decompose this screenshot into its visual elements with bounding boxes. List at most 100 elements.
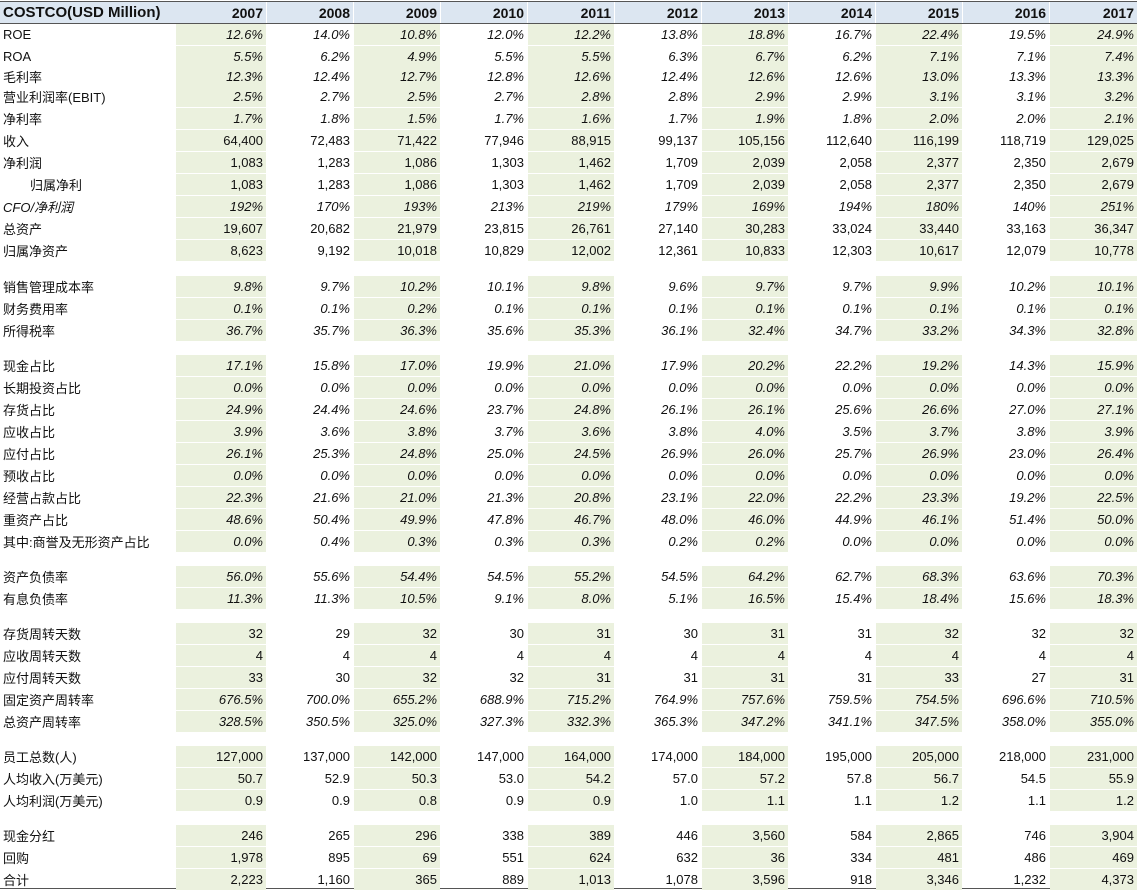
table-row: 合计 2,223 1,160 365 889 1,013 1,078 3,596 918 3,34…	[0, 869, 1137, 890]
table-cell: 1.0	[679, 793, 698, 808]
table-cell: 0.3%	[354, 531, 440, 552]
table-cell: 35.7%	[313, 323, 350, 338]
row-label: 现金分红	[3, 829, 56, 844]
table-cell: 696.6%	[1001, 692, 1046, 707]
table-cell: 46.7%	[528, 509, 614, 530]
table-row: 预收占比 0.0% 0.0% 0.0% 0.0% 0.0% 0.0% 0.0% 0.0% 0.0%…	[0, 465, 1137, 486]
table-cell: 14.0%	[313, 27, 350, 42]
table-cell: 1,160	[317, 872, 350, 887]
table-cell: 3.1%	[876, 86, 962, 107]
table-cell: 759.5%	[827, 692, 872, 707]
table-cell: 46.0%	[702, 509, 788, 530]
table-cell: 341.1%	[827, 714, 872, 729]
table-cell: 0.1%	[842, 301, 872, 316]
table-cell: 24.4%	[313, 402, 350, 417]
table-row: 长期投资占比 0.0% 0.0% 0.0% 0.0% 0.0% 0.0% 0.0% 0.0% 0.…	[0, 377, 1137, 398]
year-header: 2008	[267, 2, 353, 23]
row-label: 预收占比	[3, 469, 56, 484]
table-row: 应收占比 3.9% 3.6% 3.8% 3.7% 3.6% 3.8% 4.0% 3.5% 3.7%…	[0, 421, 1137, 442]
table-cell: 35.3%	[528, 320, 614, 341]
table-cell: 2.8%	[668, 89, 698, 104]
table-cell: 30,283	[702, 218, 788, 239]
table-cell: 328.5%	[176, 711, 266, 732]
row-label: 长期投资占比	[3, 381, 82, 396]
table-cell: 10,778	[1050, 240, 1137, 261]
table-cell: 32	[1031, 626, 1046, 641]
table-cell: 26.9%	[876, 443, 962, 464]
table-row: 现金分红 246 265 296 338 389 446 3,560 584 2,865 746 3,…	[0, 825, 1137, 846]
table-row: 收入 64,400 72,483 71,422 77,946 88,915 99,137 10…	[0, 130, 1137, 151]
row-label: 归属净资产	[3, 244, 69, 259]
table-cell: 0.0%	[1016, 380, 1046, 395]
table-cell: 1.6%	[528, 108, 614, 129]
table-cell: 347.2%	[702, 711, 788, 732]
table-cell: 0.9	[528, 790, 614, 811]
table-cell: 0.1%	[702, 298, 788, 319]
table-cell: 365	[354, 869, 440, 890]
table-cell: 6.2%	[320, 49, 350, 64]
year-header: 2009	[354, 2, 440, 23]
table-cell: 895	[328, 850, 350, 865]
table-cell: 15.8%	[313, 358, 350, 373]
table-border	[0, 23, 1137, 24]
table-cell: 24.9%	[176, 399, 266, 420]
table-cell: 68.3%	[876, 566, 962, 587]
table-cell: 118,719	[999, 133, 1046, 148]
table-cell: 0.9	[505, 793, 524, 808]
table-row: 重资产占比 48.6% 50.4% 49.9% 47.8% 46.7% 48.0% 46.0%…	[0, 509, 1137, 530]
table-cell: 1,709	[665, 155, 698, 170]
table-cell: 23.7%	[487, 402, 524, 417]
table-cell: 0.1%	[320, 301, 350, 316]
table-cell: 26.0%	[702, 443, 788, 464]
table-cell: 56.7	[876, 768, 962, 789]
table-row: 归属净利 1,083 1,283 1,086 1,303 1,462 1,709 2,039 2…	[0, 174, 1137, 195]
table-cell: 53.0	[498, 771, 524, 786]
table-cell: 2.0%	[1016, 111, 1046, 126]
table-cell: 0.2%	[354, 298, 440, 319]
table-cell: 20.8%	[528, 487, 614, 508]
table-cell: 32	[876, 623, 962, 644]
table-cell: 0.0%	[1050, 531, 1137, 552]
table-cell: 26.1%	[702, 399, 788, 420]
table-cell: 36.1%	[661, 323, 698, 338]
table-row: 总资产 19,607 20,682 21,979 23,815 26,761 27,140 3…	[0, 218, 1137, 239]
year-header: 2011	[528, 2, 614, 23]
row-label: 应付周转天数	[3, 671, 82, 686]
table-row: 销售管理成本率 9.8% 9.7% 10.2% 10.1% 9.8% 9.6% 9.7% 9.7…	[0, 276, 1137, 297]
table-cell: 35.6%	[487, 323, 524, 338]
table-cell: 0.4%	[320, 534, 350, 549]
table-cell: 2.5%	[354, 86, 440, 107]
table-cell: 7.1%	[1016, 49, 1046, 64]
row-label: 其中:商誉及无形资产占比	[3, 535, 150, 550]
table-cell: 50.0%	[1050, 509, 1137, 530]
table-cell: 50.3	[354, 768, 440, 789]
row-label: 存货占比	[3, 403, 56, 418]
row-label: 应收占比	[3, 425, 56, 440]
table-cell: 33.2%	[876, 320, 962, 341]
table-cell: 10.1%	[487, 279, 524, 294]
table-cell: 0.2%	[668, 534, 698, 549]
table-cell: 21.6%	[313, 490, 350, 505]
table-cell: 26.1%	[661, 402, 698, 417]
table-cell: 24.6%	[354, 399, 440, 420]
table-cell: 23.0%	[1009, 446, 1046, 461]
table-cell: 4	[528, 645, 614, 666]
row-label: 收入	[3, 134, 30, 149]
table-cell: 46.1%	[876, 509, 962, 530]
table-row: 所得税率 36.7% 35.7% 36.3% 35.6% 35.3% 36.1% 32.4% 3…	[0, 320, 1137, 341]
row-label: 人均利润(万美元)	[3, 794, 103, 809]
table-cell: 0.0%	[668, 380, 698, 395]
table-cell: 22.3%	[176, 487, 266, 508]
table-cell: 358.0%	[1001, 714, 1046, 729]
table-cell: 3.2%	[1050, 86, 1137, 107]
table-cell: 0.0%	[320, 380, 350, 395]
table-cell: 757.6%	[702, 689, 788, 710]
table-cell: 0.0%	[876, 465, 962, 486]
table-row: 毛利率 12.3% 12.4% 12.7% 12.8% 12.6% 12.4% 12.6% 12…	[0, 66, 1137, 87]
table-cell: 31	[857, 670, 872, 685]
table-cell: 62.7%	[835, 569, 872, 584]
table-cell: 2.1%	[1050, 108, 1137, 129]
table-cell: 31	[528, 623, 614, 644]
table-cell: 5.5%	[176, 46, 266, 67]
table-cell: 32	[354, 623, 440, 644]
